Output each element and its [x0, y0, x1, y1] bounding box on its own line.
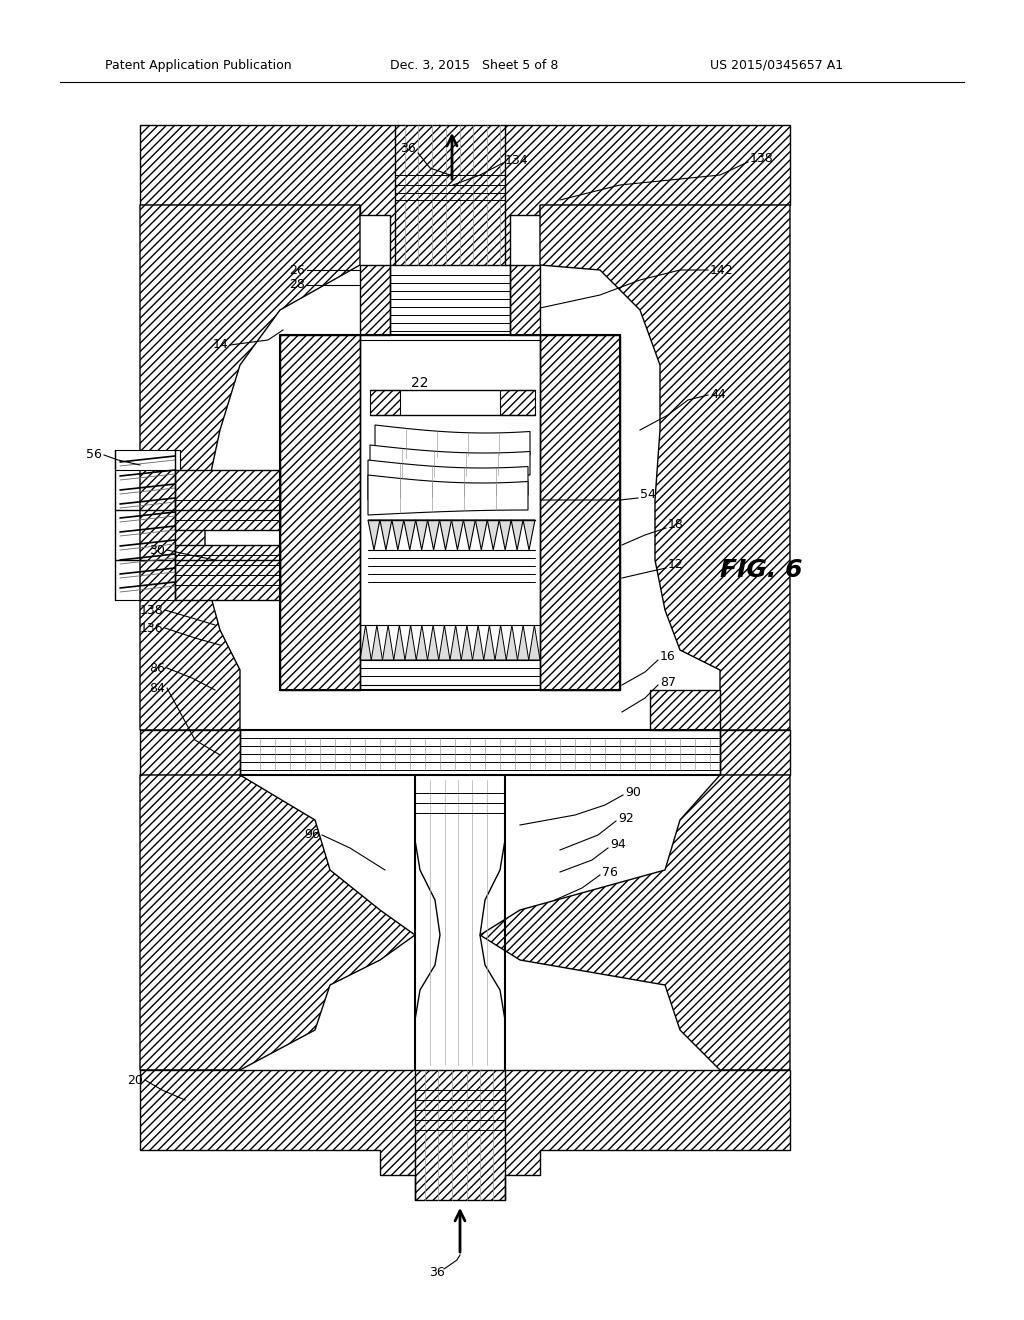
Polygon shape: [375, 425, 530, 459]
Polygon shape: [510, 265, 540, 335]
Polygon shape: [368, 475, 528, 515]
Text: 18: 18: [668, 519, 684, 532]
Polygon shape: [500, 389, 535, 414]
Polygon shape: [416, 520, 428, 550]
Text: 96: 96: [304, 829, 319, 842]
Text: 54: 54: [640, 488, 656, 502]
Text: 44: 44: [710, 388, 726, 401]
Polygon shape: [439, 520, 452, 550]
Text: 94: 94: [610, 838, 626, 851]
Polygon shape: [428, 520, 439, 550]
Text: 36: 36: [429, 1266, 444, 1279]
Polygon shape: [511, 520, 523, 550]
Text: US 2015/0345657 A1: US 2015/0345657 A1: [710, 58, 843, 71]
Polygon shape: [528, 624, 540, 660]
Text: 26: 26: [289, 264, 305, 276]
Text: 92: 92: [618, 812, 634, 825]
Text: 84: 84: [150, 681, 165, 694]
Polygon shape: [540, 335, 620, 690]
Polygon shape: [140, 730, 240, 775]
Polygon shape: [416, 624, 427, 660]
Polygon shape: [370, 445, 530, 480]
Polygon shape: [472, 624, 483, 660]
Polygon shape: [475, 520, 487, 550]
Polygon shape: [140, 125, 790, 265]
Polygon shape: [427, 624, 438, 660]
Text: 30: 30: [150, 544, 165, 557]
Polygon shape: [517, 624, 528, 660]
Polygon shape: [394, 624, 406, 660]
Polygon shape: [495, 624, 506, 660]
Polygon shape: [650, 690, 720, 730]
Text: 12: 12: [668, 558, 684, 572]
Text: 86: 86: [150, 661, 165, 675]
Text: 138: 138: [139, 603, 163, 616]
Text: Patent Application Publication: Patent Application Publication: [105, 58, 292, 71]
Text: 56: 56: [86, 449, 102, 462]
Polygon shape: [483, 624, 495, 660]
Polygon shape: [383, 624, 394, 660]
Text: 36: 36: [400, 141, 416, 154]
Polygon shape: [487, 520, 500, 550]
Polygon shape: [523, 520, 535, 550]
Polygon shape: [720, 730, 790, 775]
Polygon shape: [500, 520, 511, 550]
Polygon shape: [360, 265, 390, 335]
Polygon shape: [540, 205, 790, 730]
Polygon shape: [140, 775, 415, 1071]
Polygon shape: [380, 520, 392, 550]
Text: 14: 14: [212, 338, 228, 351]
Polygon shape: [372, 624, 383, 660]
Polygon shape: [368, 459, 528, 500]
Polygon shape: [175, 470, 280, 531]
Text: 136: 136: [139, 622, 163, 635]
Polygon shape: [175, 545, 280, 601]
Text: 138: 138: [750, 152, 774, 165]
Text: 16: 16: [660, 651, 676, 664]
Polygon shape: [506, 624, 517, 660]
Polygon shape: [280, 335, 360, 690]
Polygon shape: [452, 520, 464, 550]
Text: FIG. 6: FIG. 6: [720, 558, 803, 582]
Polygon shape: [360, 624, 372, 660]
Polygon shape: [480, 775, 790, 1071]
Polygon shape: [406, 624, 416, 660]
Text: 87: 87: [660, 676, 676, 689]
Polygon shape: [464, 520, 475, 550]
Polygon shape: [392, 520, 403, 550]
Polygon shape: [438, 624, 450, 660]
Text: 22: 22: [412, 376, 429, 389]
Text: 20: 20: [127, 1073, 143, 1086]
Polygon shape: [140, 1071, 790, 1200]
Polygon shape: [115, 450, 180, 470]
Text: 90: 90: [625, 785, 641, 799]
Polygon shape: [140, 205, 360, 730]
Polygon shape: [368, 520, 380, 550]
Polygon shape: [403, 520, 416, 550]
Polygon shape: [461, 624, 472, 660]
Polygon shape: [370, 389, 400, 414]
Polygon shape: [450, 624, 461, 660]
Text: Dec. 3, 2015   Sheet 5 of 8: Dec. 3, 2015 Sheet 5 of 8: [390, 58, 558, 71]
Text: 142: 142: [710, 264, 733, 276]
Text: 28: 28: [289, 279, 305, 292]
Text: 76: 76: [602, 866, 617, 879]
Text: 134: 134: [505, 153, 528, 166]
